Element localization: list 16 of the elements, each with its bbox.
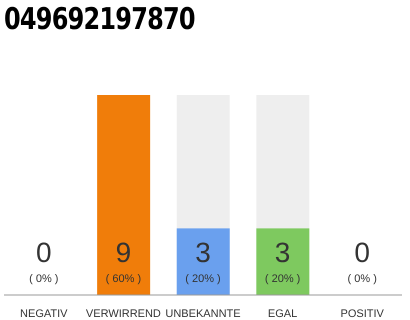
annotation: ( 0% ) — [29, 273, 58, 285]
x-tick-label: VERWIRREND — [86, 308, 161, 320]
data-label: 0 — [36, 237, 52, 268]
x-tick-label: POSITIV — [340, 308, 385, 320]
data-label: 3 — [274, 237, 290, 268]
annotation: ( 20% ) — [185, 273, 221, 285]
x-tick-label: EGAL — [268, 308, 298, 320]
data-label: 3 — [195, 237, 211, 268]
chart-title: 049692197870 — [4, 2, 195, 37]
annotation: ( 0% ) — [348, 273, 377, 285]
data-label: 9 — [116, 237, 132, 268]
annotation: ( 20% ) — [264, 273, 300, 285]
data-label: 0 — [354, 237, 370, 268]
annotation: ( 60% ) — [106, 273, 142, 285]
x-tick-label: UNBEKANNTE — [165, 308, 241, 320]
x-tick-label: NEGATIV — [20, 308, 68, 320]
